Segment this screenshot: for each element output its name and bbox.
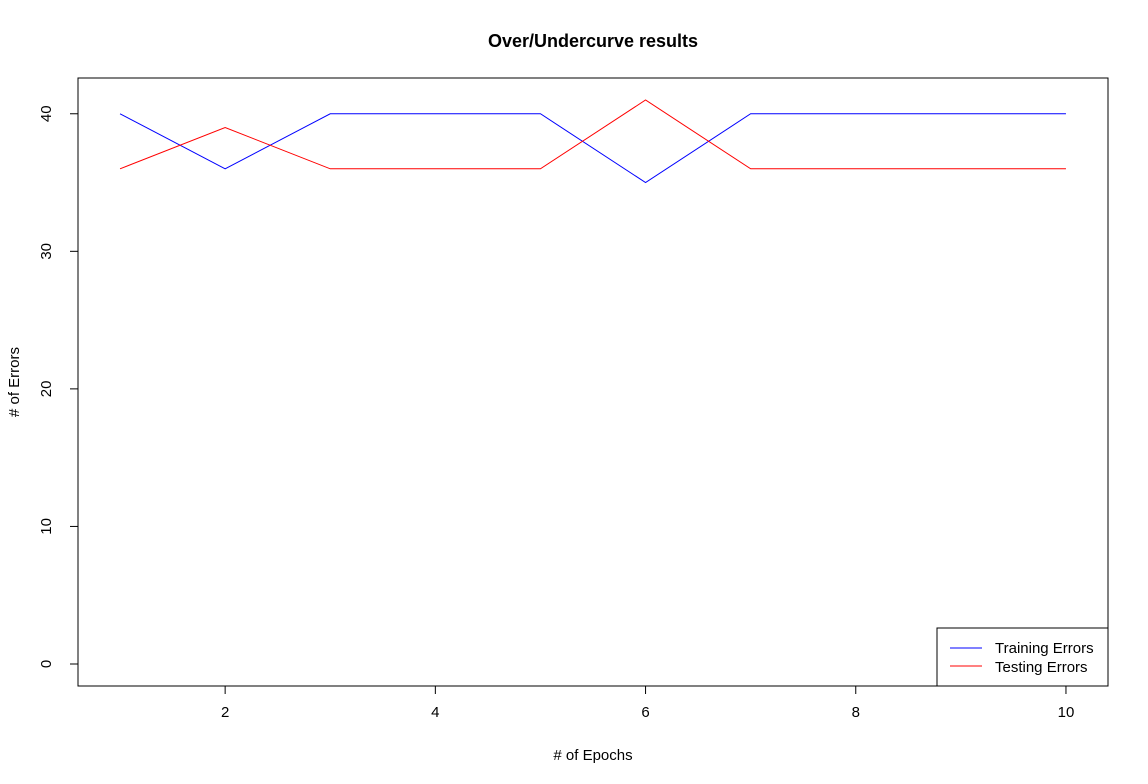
x-tick-label: 2	[221, 704, 229, 721]
x-tick-label: 8	[852, 704, 860, 721]
y-axis: 0 10 20 30 40	[38, 105, 78, 668]
series-line-training-errors	[119, 113, 1066, 184]
x-axis-label: # of Epochs	[553, 747, 632, 764]
x-tick-label: 4	[431, 704, 439, 721]
y-tick-label: 30	[38, 243, 55, 260]
y-tick-label: 20	[38, 381, 55, 398]
chart-title: Over/Undercurve results	[488, 31, 698, 51]
x-tick-label: 6	[641, 704, 649, 721]
y-axis-label: # of Errors	[6, 347, 23, 417]
legend-label-testing-errors: Testing Errors	[995, 659, 1088, 676]
x-axis: 2 4 6 8 10	[221, 686, 1074, 721]
legend-label-training-errors: Training Errors	[995, 640, 1094, 657]
legend-box	[936, 627, 1109, 687]
y-tick-label: 40	[38, 105, 55, 122]
series-line-testing-errors	[119, 99, 1066, 170]
legend: Training Errors Testing Errors	[936, 627, 1109, 687]
series-layer	[119, 99, 1066, 184]
y-tick-label: 0	[38, 660, 55, 668]
x-tick-label: 10	[1058, 704, 1075, 721]
plot-frame	[77, 77, 1109, 687]
y-tick-label: 10	[38, 518, 55, 535]
